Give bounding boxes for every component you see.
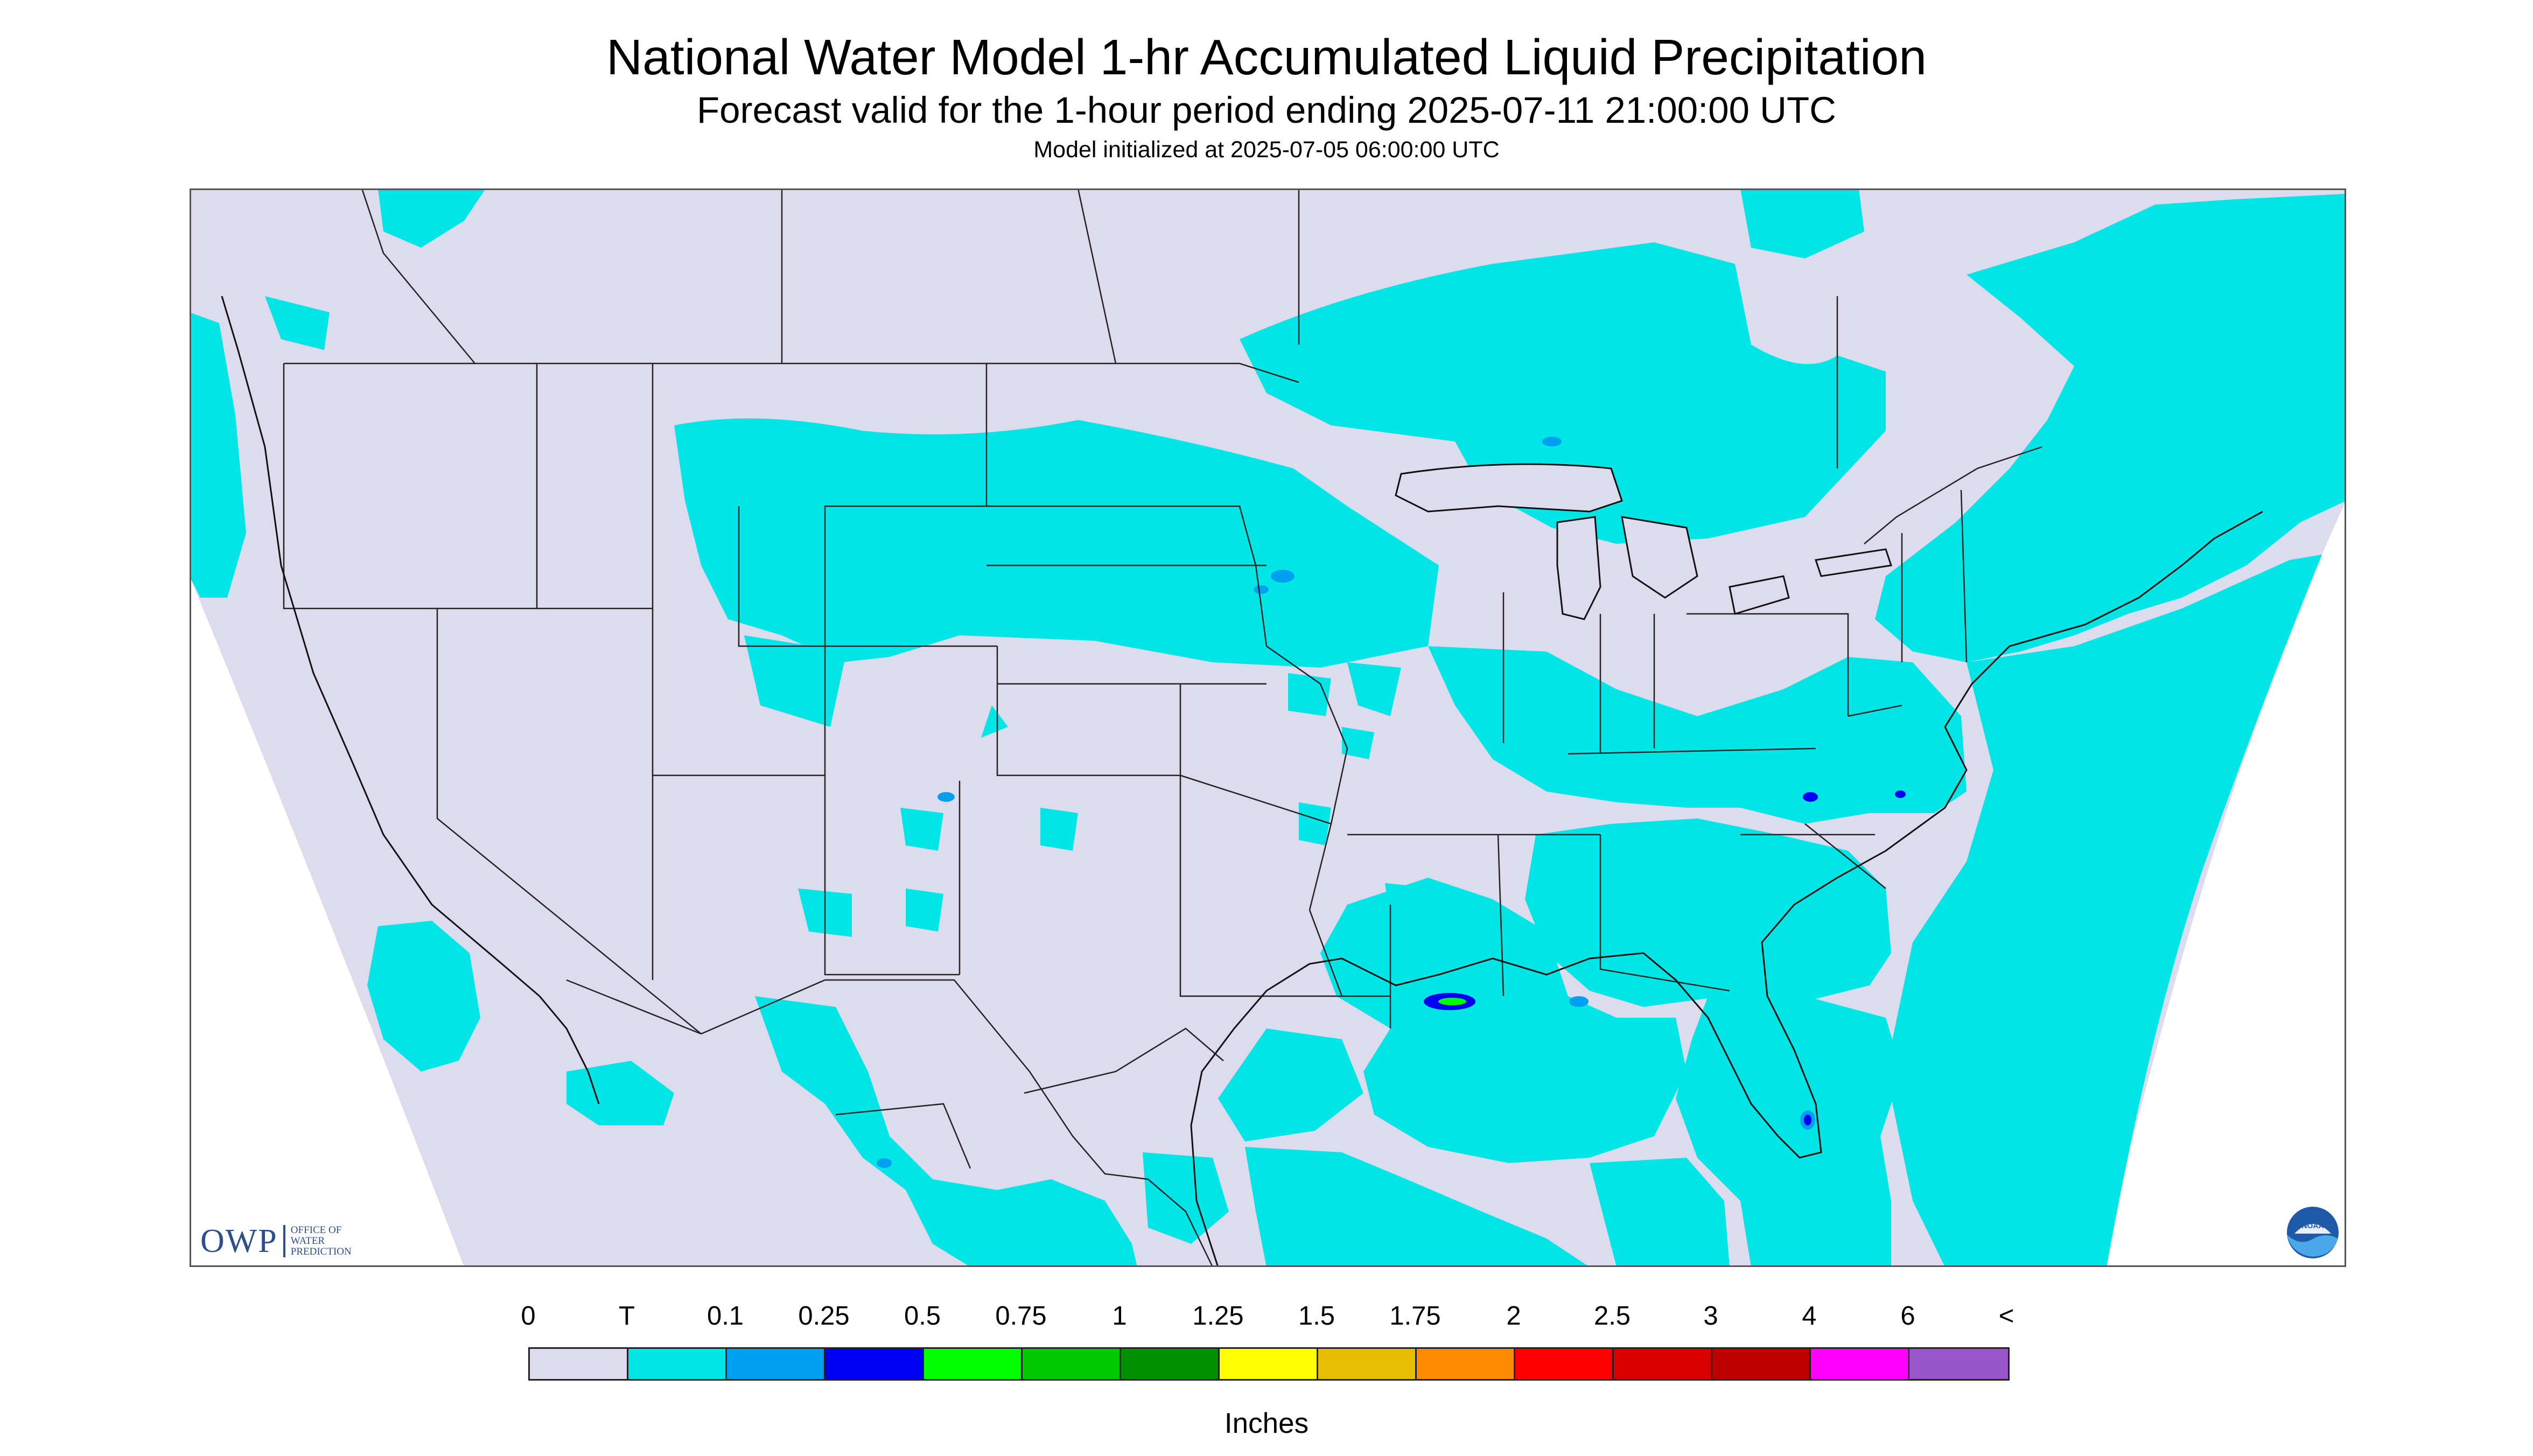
legend-tick-label: 2.5 xyxy=(1593,1301,1631,1331)
owp-logo: OWP OFFICE OF WATER PREDICTION xyxy=(200,1222,352,1260)
noaa-logo-text: NOAA xyxy=(2301,1221,2324,1230)
owp-logo-mark: OWP xyxy=(200,1222,278,1259)
noaa-logo-icon: NOAA xyxy=(2284,1203,2342,1262)
legend-swatch xyxy=(1811,1349,1909,1379)
legend-swatch xyxy=(1121,1349,1220,1379)
legend-swatch xyxy=(825,1349,924,1379)
legend-swatch xyxy=(1318,1349,1417,1379)
legend-swatch xyxy=(727,1349,825,1379)
boundaries xyxy=(283,188,2042,1267)
legend-tick-label: 1.25 xyxy=(1192,1301,1244,1331)
legend-swatch xyxy=(1417,1349,1515,1379)
model-init-text: Model initialized at 2025-07-05 06:00:00… xyxy=(1033,137,1500,163)
legend-swatch xyxy=(1515,1349,1614,1379)
great-lakes xyxy=(1396,464,1891,619)
legend-tick-label: 0 xyxy=(521,1301,536,1331)
legend-tick-label: T xyxy=(619,1301,635,1331)
legend-color-bar xyxy=(528,1347,2010,1381)
precipitation-map xyxy=(190,188,2346,1267)
forecast-valid-subtitle: Forecast valid for the 1-hour period end… xyxy=(697,89,1836,131)
coastlines xyxy=(221,296,2263,1267)
legend-swatch xyxy=(924,1349,1023,1379)
map-title: National Water Model 1-hr Accumulated Li… xyxy=(606,29,1927,85)
legend-swatch xyxy=(1909,1349,2008,1379)
owp-logo-divider xyxy=(283,1225,285,1257)
legend-swatch xyxy=(530,1349,628,1379)
legend-units: Inches xyxy=(1224,1408,1309,1439)
legend-tick-label: 6 xyxy=(1900,1301,1915,1331)
legend-swatch xyxy=(1220,1349,1318,1379)
legend-tick-label: 1.75 xyxy=(1389,1301,1441,1331)
legend-tick-label: 0.1 xyxy=(706,1301,744,1331)
legend-swatch xyxy=(1712,1349,1811,1379)
trace-precip-areas xyxy=(190,188,2346,1267)
legend-tick-label: 2 xyxy=(1506,1301,1521,1331)
light-precip-spots xyxy=(877,437,1815,1168)
legend-tick-label: 0.5 xyxy=(904,1301,941,1331)
legend-tick-label: 3 xyxy=(1703,1301,1718,1331)
legend-swatch xyxy=(1614,1349,1712,1379)
legend-swatch xyxy=(1023,1349,1121,1379)
map-border xyxy=(190,188,2346,1267)
legend-tick-label: 4 xyxy=(1802,1301,1817,1331)
heavy-precip-spots xyxy=(1438,998,1466,1005)
legend-tick-label: 1 xyxy=(1112,1301,1127,1331)
legend-tick-label: 1.5 xyxy=(1298,1301,1335,1331)
legend-tick-label: 0.75 xyxy=(995,1301,1047,1331)
legend-tick-label: < xyxy=(1998,1301,2014,1331)
precipitation-legend: 0 T 0.1 0.25 0.5 0.75 1 1.25 1.5 1.75 2 2.5 3 4 6 < Inc… xyxy=(0,1303,2533,1438)
owp-logo-text: OFFICE OF WATER PREDICTION xyxy=(290,1224,352,1257)
legend-tick-label: 0.25 xyxy=(798,1301,850,1331)
legend-swatch xyxy=(628,1349,727,1379)
